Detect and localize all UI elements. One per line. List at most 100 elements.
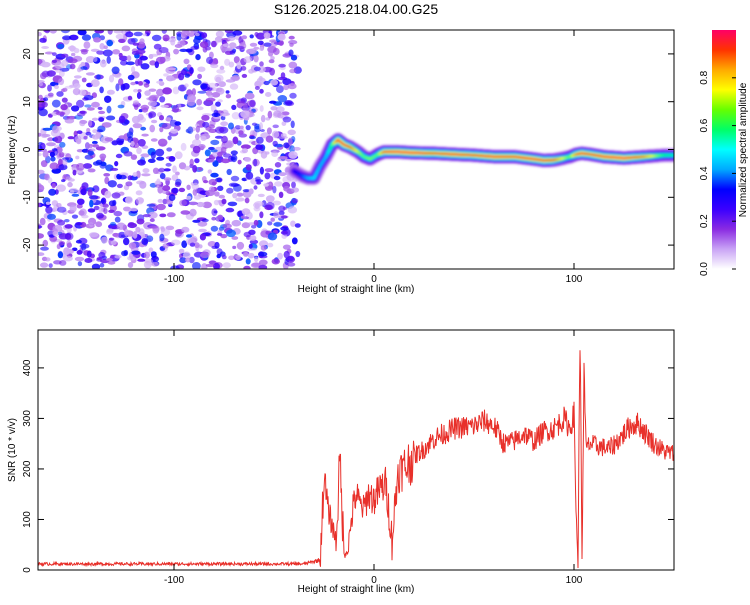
colorbar-tick-label: 0.6 <box>699 118 710 132</box>
noise-blob <box>160 173 166 179</box>
noise-blob <box>122 46 131 52</box>
noise-blob <box>106 116 115 121</box>
noise-blob <box>54 85 59 89</box>
noise-blob <box>43 240 49 247</box>
noise-blob <box>200 234 206 241</box>
snr-y-tick-label: 300 <box>22 410 33 427</box>
noise-blob <box>293 147 301 151</box>
noise-blob <box>138 89 142 92</box>
noise-blob <box>63 256 73 262</box>
noise-blob <box>80 244 90 249</box>
noise-blob <box>216 88 225 95</box>
noise-blob <box>88 120 92 127</box>
noise-blob <box>48 177 53 183</box>
noise-blob <box>88 144 92 149</box>
noise-blob <box>226 94 231 98</box>
noise-blob <box>225 47 233 51</box>
noise-blob <box>201 136 207 141</box>
noise-blob <box>53 231 59 236</box>
noise-blob <box>61 179 65 182</box>
noise-blob <box>114 211 123 216</box>
noise-blob <box>291 187 299 192</box>
noise-blob <box>38 95 42 100</box>
noise-blob <box>77 199 85 205</box>
noise-blob <box>232 220 242 227</box>
noise-blob <box>98 107 103 110</box>
noise-blob <box>149 95 159 99</box>
noise-blob <box>253 47 259 50</box>
noise-blob <box>112 67 120 75</box>
noise-blob <box>58 78 64 85</box>
noise-blob <box>125 196 133 203</box>
noise-blob <box>140 56 148 61</box>
noise-blob <box>57 44 64 49</box>
noise-blob <box>102 122 112 128</box>
noise-blob <box>69 45 75 51</box>
noise-blob <box>103 173 110 177</box>
noise-blob <box>214 200 220 206</box>
noise-blob <box>124 229 129 237</box>
noise-blob <box>128 175 133 180</box>
noise-blob <box>59 233 69 239</box>
noise-blob <box>289 69 296 73</box>
noise-blob <box>137 159 146 165</box>
noise-blob <box>283 117 292 123</box>
noise-blob <box>101 237 108 244</box>
noise-blob <box>186 185 190 190</box>
noise-blob <box>270 218 275 222</box>
noise-blob <box>128 75 135 80</box>
noise-blob <box>200 41 208 48</box>
noise-blob <box>103 204 109 208</box>
noise-blob <box>235 255 241 260</box>
noise-blob <box>179 188 185 192</box>
spectral-ridge <box>294 140 674 178</box>
noise-blob <box>269 59 275 63</box>
noise-blob <box>77 250 83 255</box>
noise-blob <box>148 111 156 118</box>
noise-blob <box>279 136 288 139</box>
noise-blob <box>119 116 125 123</box>
noise-blob <box>107 106 112 114</box>
noise-blob <box>100 60 107 67</box>
noise-blob <box>50 152 55 158</box>
figure-title: S126.2025.218.04.00.G25 <box>274 1 438 17</box>
colorbar: 0.00.20.40.60.8 Normalized spectral ampl… <box>699 30 749 276</box>
noise-blob <box>254 256 258 262</box>
noise-blob <box>169 156 176 162</box>
noise-blob <box>136 197 144 204</box>
noise-blob <box>47 85 52 92</box>
noise-blob <box>159 234 164 241</box>
noise-blob <box>137 259 145 262</box>
noise-blob <box>122 83 129 90</box>
noise-blob <box>197 67 205 72</box>
noise-blob <box>231 176 239 182</box>
noise-blob <box>45 28 50 33</box>
noise-blob <box>72 194 80 197</box>
noise-blob <box>76 163 85 171</box>
noise-blob <box>143 168 150 173</box>
noise-blob <box>181 227 189 233</box>
noise-blob <box>277 253 283 260</box>
noise-blob <box>177 33 182 41</box>
noise-blob <box>238 130 243 135</box>
noise-blob <box>270 106 277 110</box>
noise-blob <box>95 221 102 227</box>
noise-blob <box>205 190 215 196</box>
noise-blob <box>281 231 288 235</box>
snr-x-tick-label: -100 <box>164 575 184 586</box>
noise-blob <box>123 238 129 246</box>
noise-blob <box>274 176 281 180</box>
noise-blob <box>214 242 219 249</box>
noise-blob <box>192 165 197 173</box>
spectrogram-x-axis-label: Height of straight line (km) <box>298 284 415 295</box>
noise-blob <box>201 32 207 38</box>
noise-blob <box>70 205 77 213</box>
noise-blob <box>98 117 104 122</box>
noise-blob <box>222 199 227 205</box>
noise-blob <box>226 188 233 194</box>
noise-blob <box>93 161 101 166</box>
noise-blob <box>272 186 276 194</box>
